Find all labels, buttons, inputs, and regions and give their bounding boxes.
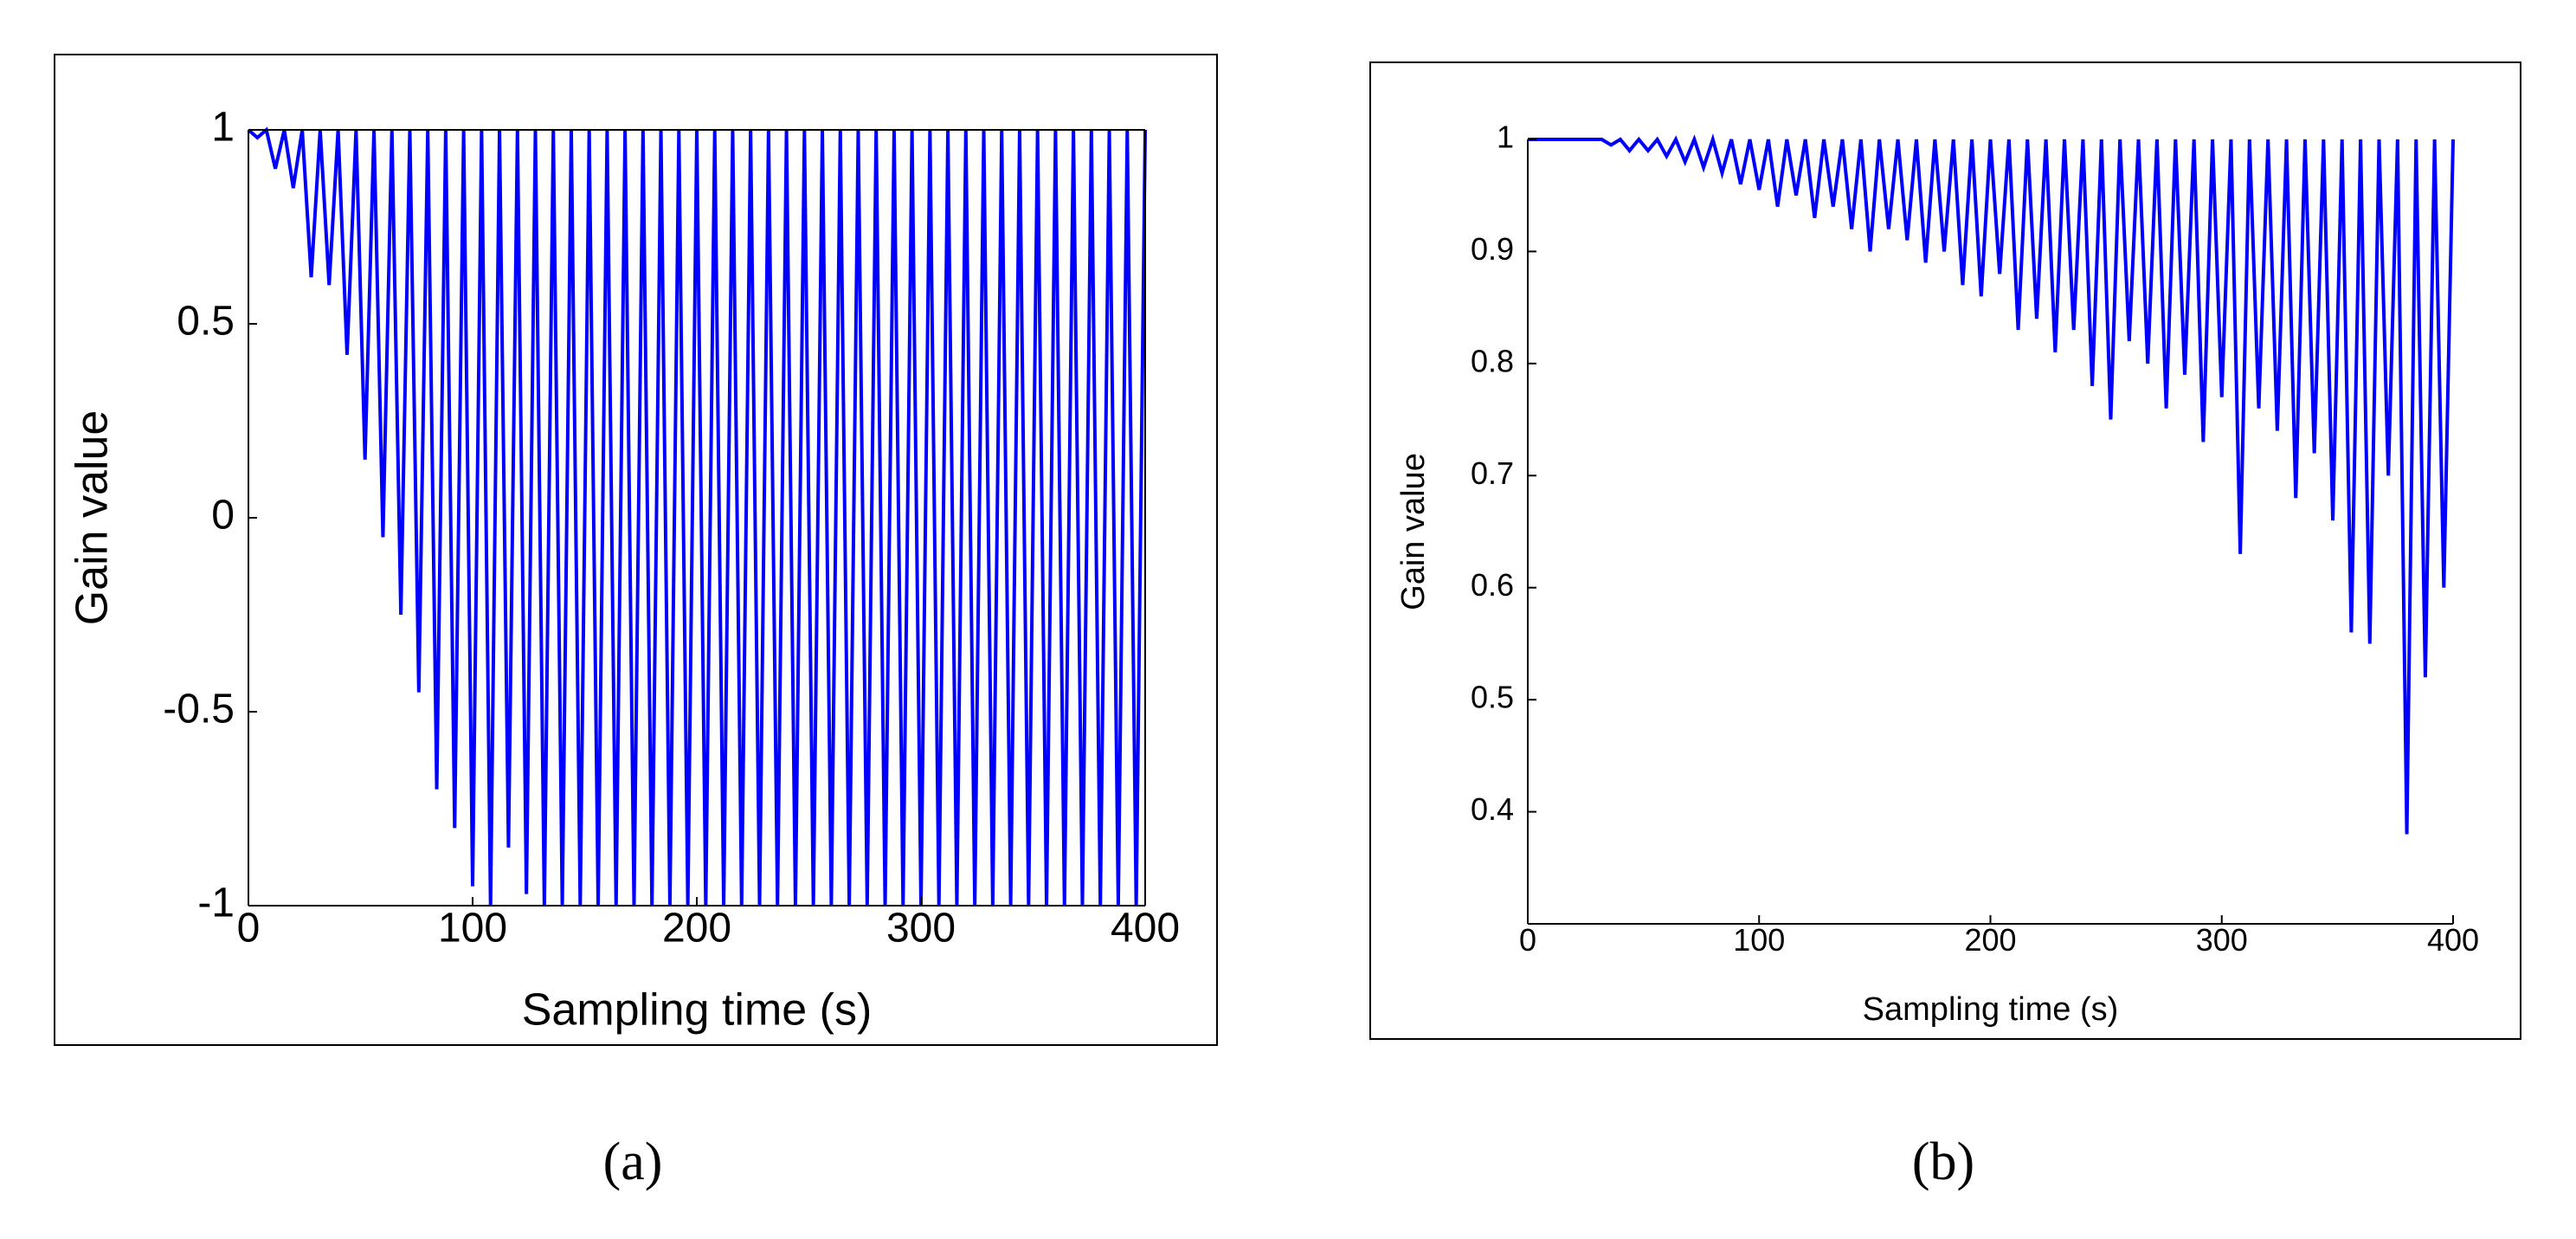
- y-axis-label: Gain value: [68, 410, 118, 626]
- x-axis-label: Sampling time (s): [522, 985, 873, 1036]
- x-tick-label: 400: [2427, 922, 2479, 958]
- y-tick-label: 0: [211, 493, 235, 539]
- x-tick-label: 200: [662, 905, 731, 951]
- y-tick-label: 1: [1497, 119, 1514, 155]
- y-tick-label: 0.8: [1471, 343, 1514, 378]
- panel-caption: (a): [603, 1133, 663, 1191]
- x-tick-label: 0: [1519, 922, 1536, 958]
- x-tick-label: 100: [1733, 922, 1785, 958]
- data-line: [1528, 133, 2455, 835]
- y-axis-label: Gain value: [1395, 453, 1432, 610]
- y-tick-label: -0.5: [163, 687, 235, 732]
- x-tick-label: 200: [1964, 922, 2016, 958]
- y-tick-label: 0.5: [177, 299, 235, 345]
- y-tick-label: 0.6: [1471, 567, 1514, 603]
- x-tick-label: 100: [438, 905, 507, 951]
- y-tick-label: 0.5: [1471, 680, 1514, 715]
- panel-frame: [54, 54, 1218, 1046]
- y-tick-label: 0.9: [1471, 231, 1514, 267]
- x-tick-label: 300: [886, 905, 956, 951]
- x-tick-label: 400: [1111, 905, 1180, 951]
- data-line: [247, 126, 1147, 907]
- panel-caption: (b): [1912, 1133, 1974, 1191]
- x-tick-label: 300: [2196, 922, 2248, 958]
- y-tick-label: -1: [197, 881, 235, 926]
- y-tick-label: 1: [211, 105, 235, 151]
- y-tick-label: 0.4: [1471, 791, 1514, 827]
- panel-frame: [1369, 61, 2521, 1040]
- x-tick-label: 0: [237, 905, 261, 951]
- x-axis-label: Sampling time (s): [1863, 991, 2119, 1028]
- y-tick-label: 0.7: [1471, 455, 1514, 491]
